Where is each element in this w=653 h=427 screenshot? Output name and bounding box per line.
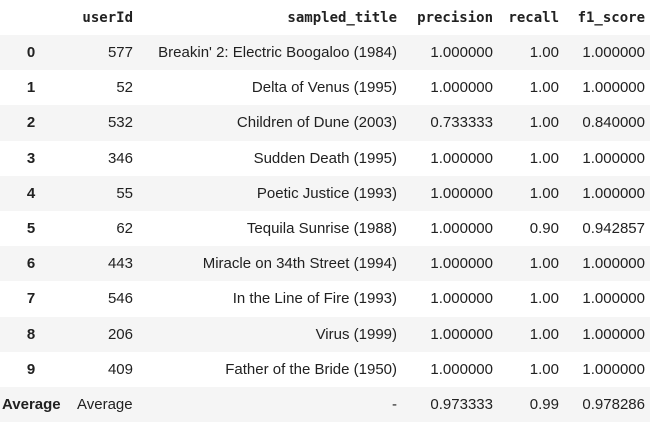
userid-cell: 52 <box>116 79 133 97</box>
table-row: 6 443 Miracle on 34th Street (1994) 1.00… <box>0 246 650 282</box>
title-cell: Virus (1999) <box>315 325 397 343</box>
recall-cell: 1.00 <box>529 360 559 378</box>
title-cell: Sudden Death (1995) <box>253 149 397 167</box>
table-row: 5 62 Tequila Sunrise (1988) 1.000000 0.9… <box>0 210 650 247</box>
userid-cell: 62 <box>116 220 133 238</box>
table-body: 0 577 Breakin' 2: Electric Boogaloo (198… <box>0 35 650 423</box>
f1-score-cell: 1.000000 <box>582 149 645 167</box>
f1-score-cell: 1.000000 <box>582 360 645 378</box>
precision-cell: 1.000000 <box>430 79 493 97</box>
userid-cell: 577 <box>107 44 133 62</box>
table-header: userId sampled_title precision recall f1… <box>0 0 650 35</box>
title-cell: In the Line of Fire (1993) <box>232 290 397 308</box>
table-row: 4 55 Poetic Justice (1993) 1.000000 1.00… <box>0 175 650 211</box>
recall-header: recall <box>508 9 559 26</box>
recall-cell: 0.90 <box>529 220 559 238</box>
recall-cell: 1.00 <box>529 44 559 62</box>
precision-cell: 1.000000 <box>430 184 493 202</box>
userid-cell: 409 <box>107 360 133 378</box>
average-title-cell: - <box>392 395 397 413</box>
index-header <box>0 0 62 35</box>
average-recall-cell: 0.99 <box>529 395 559 413</box>
row-index: 7 <box>26 290 36 308</box>
userid-cell: 206 <box>107 325 133 343</box>
f1-score-cell: 1.000000 <box>582 44 645 62</box>
precision-cell: 0.733333 <box>430 114 493 132</box>
average-row: Average Average - 0.973333 0.99 0.978286 <box>0 386 650 423</box>
title-cell: Delta of Venus (1995) <box>251 79 397 97</box>
header-row: userId sampled_title precision recall f1… <box>0 0 650 35</box>
row-index: 8 <box>26 325 36 343</box>
precision-cell: 1.000000 <box>430 149 493 167</box>
f1-score-cell: 1.000000 <box>582 325 645 343</box>
average-row-index: Average <box>2 395 61 413</box>
precision-cell: 1.000000 <box>430 290 493 308</box>
table-row: 0 577 Breakin' 2: Electric Boogaloo (198… <box>0 35 650 71</box>
f1-score-header: f1_score <box>577 9 645 26</box>
userid-header: userId <box>82 9 133 26</box>
userid-cell: 55 <box>116 184 133 202</box>
precision-cell: 1.000000 <box>430 325 493 343</box>
table-row: 9 409 Father of the Bride (1950) 1.00000… <box>0 351 650 387</box>
title-cell: Tequila Sunrise (1988) <box>246 220 397 238</box>
userid-cell: 443 <box>107 255 133 273</box>
userid-cell: 346 <box>107 149 133 167</box>
table-row: 8 206 Virus (1999) 1.000000 1.00 1.00000… <box>0 316 650 352</box>
row-index: 9 <box>26 360 36 378</box>
recall-cell: 1.00 <box>529 290 559 308</box>
row-index: 3 <box>26 149 36 167</box>
title-cell: Father of the Bride (1950) <box>225 360 397 378</box>
title-cell: Breakin' 2: Electric Boogaloo (1984) <box>158 44 397 62</box>
userid-cell: 546 <box>107 290 133 308</box>
recall-cell: 1.00 <box>529 114 559 132</box>
f1-score-cell: 1.000000 <box>582 290 645 308</box>
row-index: 1 <box>26 79 36 97</box>
recall-cell: 1.00 <box>529 79 559 97</box>
f1-score-cell: 1.000000 <box>582 79 645 97</box>
average-precision-cell: 0.973333 <box>430 395 493 413</box>
table-row: 2 532 Children of Dune (2003) 0.733333 1… <box>0 105 650 141</box>
userid-cell: 532 <box>107 114 133 132</box>
row-index: 0 <box>26 44 36 62</box>
recall-cell: 1.00 <box>529 184 559 202</box>
recall-cell: 1.00 <box>529 325 559 343</box>
f1-score-cell: 0.942857 <box>582 220 645 238</box>
title-cell: Poetic Justice (1993) <box>256 184 397 202</box>
title-cell: Miracle on 34th Street (1994) <box>202 255 397 273</box>
f1-score-cell: 0.840000 <box>582 114 645 132</box>
precision-cell: 1.000000 <box>430 44 493 62</box>
table-row: 7 546 In the Line of Fire (1993) 1.00000… <box>0 281 650 317</box>
title-cell: Children of Dune (2003) <box>236 114 397 132</box>
sampled-title-header: sampled_title <box>287 9 397 26</box>
average-userid-cell: Average <box>77 395 133 413</box>
average-f1-score-cell: 0.978286 <box>582 395 645 413</box>
precision-header: precision <box>417 9 493 26</box>
table-row: 3 346 Sudden Death (1995) 1.000000 1.00 … <box>0 140 650 176</box>
f1-score-cell: 1.000000 <box>582 184 645 202</box>
precision-cell: 1.000000 <box>430 360 493 378</box>
table-row: 1 52 Delta of Venus (1995) 1.000000 1.00… <box>0 70 650 106</box>
row-index: 4 <box>26 184 36 202</box>
row-index: 5 <box>26 220 36 238</box>
recall-cell: 1.00 <box>529 255 559 273</box>
row-index: 2 <box>26 114 36 132</box>
precision-cell: 1.000000 <box>430 255 493 273</box>
recall-cell: 1.00 <box>529 149 559 167</box>
precision-cell: 1.000000 <box>430 220 493 238</box>
row-index: 6 <box>26 255 36 273</box>
f1-score-cell: 1.000000 <box>582 255 645 273</box>
